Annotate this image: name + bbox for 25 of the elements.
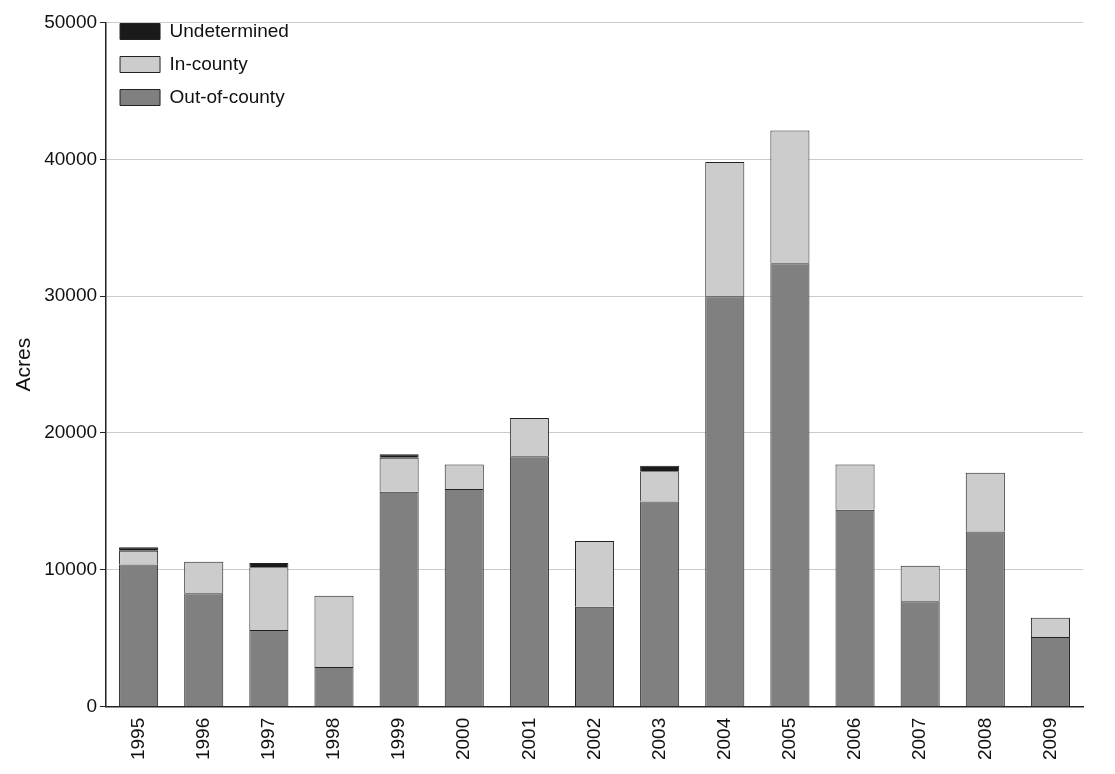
- y-tick-label: 10000: [44, 558, 98, 580]
- x-tick-label: 2000: [452, 717, 474, 761]
- x-tick-label: 1996: [191, 717, 213, 761]
- x-tick-label: 2001: [517, 717, 539, 761]
- x-tick-label: 2009: [1038, 717, 1060, 761]
- y-tick-label: 30000: [44, 284, 98, 306]
- y-tick-label: 0: [86, 694, 98, 716]
- x-tick-label: 2004: [713, 717, 735, 761]
- x-tick-label: 1997: [257, 717, 279, 761]
- x-tick-label: 2007: [908, 717, 930, 761]
- legend-label: Undetermined: [169, 19, 289, 41]
- y-tick-label: 20000: [44, 421, 98, 443]
- x-tick-label: 2005: [778, 717, 800, 761]
- x-tick-label: 1998: [322, 717, 344, 761]
- x-tick-label: 1999: [387, 717, 409, 761]
- legend-label: Out-of-county: [169, 85, 286, 107]
- x-tick-label: 1995: [126, 717, 148, 761]
- x-tick-label: 2006: [843, 717, 865, 761]
- y-tick-label: 40000: [44, 147, 98, 169]
- x-tick-label: 2008: [973, 717, 995, 761]
- legend-label: In-county: [169, 52, 249, 74]
- y-tick-label: 50000: [44, 10, 98, 32]
- y-axis-title: Acres: [11, 337, 35, 392]
- x-tick-label: 2002: [582, 717, 604, 761]
- x-tick-label: 2003: [647, 717, 669, 761]
